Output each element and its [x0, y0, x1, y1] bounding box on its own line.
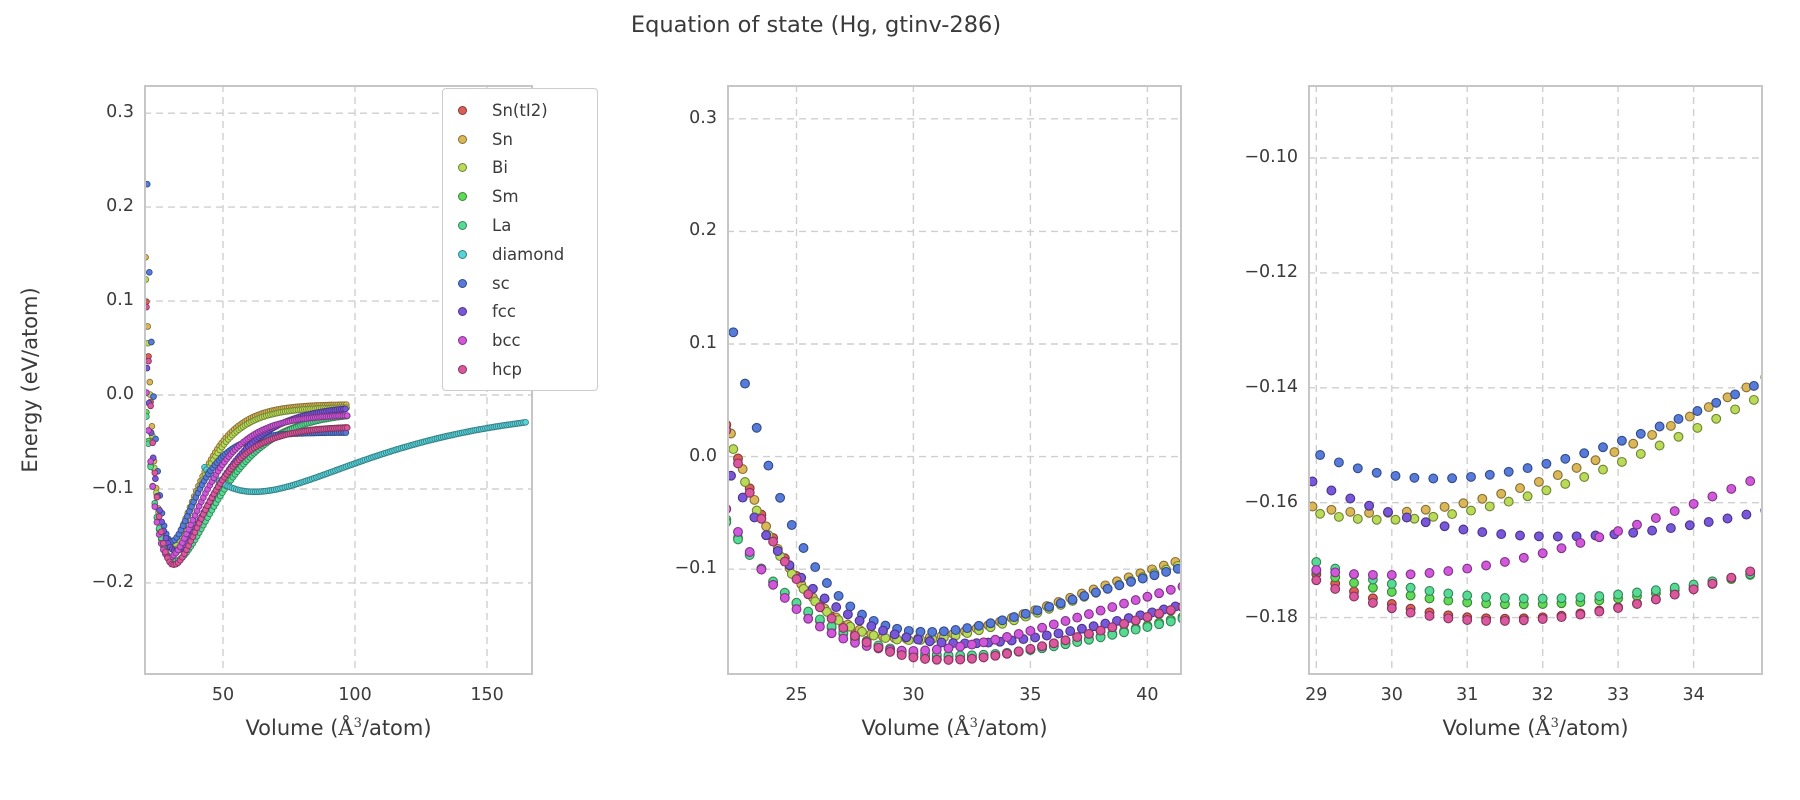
- series-Sn: [144, 253, 350, 551]
- x-tick-label: 25: [785, 685, 808, 705]
- y-tick-label: 0.3: [106, 102, 134, 123]
- legend-item-Sn: Sn: [443, 125, 597, 154]
- y-tick-label: 0.2: [689, 220, 717, 241]
- x-axis-label: Volume (Å3/atom): [861, 716, 1048, 740]
- panel-minimum-zoom: [1308, 85, 1763, 675]
- y-tick-label: 0.0: [689, 445, 717, 466]
- legend-marker-icon: [458, 278, 467, 288]
- legend-item-La: La: [443, 211, 597, 240]
- gridlines: [1308, 85, 1763, 675]
- legend-item-SntI2: Sn(tI2): [443, 96, 597, 125]
- x-tick-label: 34: [1682, 685, 1705, 705]
- y-tick-label: 0.2: [106, 196, 134, 217]
- y-tick-label: 0.1: [689, 332, 717, 353]
- legend-item-Sm: Sm: [443, 182, 597, 211]
- axes-spines: [1308, 85, 1763, 675]
- legend-item-sc: sc: [443, 269, 597, 298]
- legend-label: Bi: [492, 158, 508, 178]
- series-fcc: [1308, 476, 1763, 542]
- legend-marker-icon: [458, 249, 467, 259]
- x-tick-label: 50: [211, 685, 235, 705]
- legend-item-fcc: fcc: [443, 298, 597, 327]
- x-tick-label: 33: [1606, 685, 1630, 705]
- legend-label: La: [492, 216, 512, 236]
- plot-area: [1308, 85, 1763, 675]
- legend-label: sc: [492, 273, 510, 293]
- y-tick-label: 0.3: [689, 107, 717, 128]
- legend-label: Sm: [492, 187, 519, 207]
- legend-marker-icon: [458, 192, 467, 202]
- legend-marker-icon: [458, 336, 467, 346]
- gridlines: [727, 85, 1182, 675]
- legend-marker-icon: [458, 105, 467, 115]
- series-hcp: [144, 303, 351, 569]
- series-Sm: [1311, 565, 1756, 610]
- x-tick-label: 40: [1136, 685, 1159, 705]
- series-bcc: [144, 389, 351, 561]
- x-axis-label: Volume (Å3/atom): [1442, 716, 1629, 740]
- series-fcc: [727, 470, 1181, 649]
- y-tick-label: −0.16: [1244, 491, 1298, 512]
- series-La: [1311, 557, 1756, 604]
- legend-item-bcc: bcc: [443, 326, 597, 355]
- series-SntI2: [1311, 566, 1756, 624]
- legend-item-diamond: diamond: [443, 240, 597, 269]
- legend-marker-icon: [458, 134, 467, 144]
- figure-title: Equation of state (Hg, gtinv-286): [630, 12, 1002, 38]
- legend-marker-icon: [458, 221, 467, 231]
- legend-label: bcc: [492, 331, 521, 351]
- legend-label: diamond: [492, 244, 565, 264]
- panel-full-range: [144, 85, 533, 675]
- panel-mid-zoom: [727, 85, 1182, 675]
- y-tick-label: 0.1: [106, 290, 134, 311]
- x-axis-label: Volume (Å3/atom): [245, 716, 432, 740]
- series-Bi: [1315, 394, 1759, 525]
- legend-item-Bi: Bi: [443, 154, 597, 183]
- y-tick-label: −0.1: [674, 558, 718, 579]
- legend-marker-icon: [458, 365, 467, 375]
- series-sc: [1315, 380, 1759, 484]
- legend: Sn(tI2) Sn Bi Sm La diamond sc fcc bcc hcp: [442, 88, 598, 391]
- legend-marker-icon: [458, 163, 467, 173]
- x-tick-label: 35: [1019, 685, 1042, 705]
- x-tick-label: 29: [1305, 685, 1328, 705]
- y-tick-label: −0.14: [1244, 376, 1298, 397]
- series-Sn: [1308, 372, 1763, 518]
- series-bcc: [727, 504, 1182, 656]
- series-sc: [728, 327, 1182, 637]
- series-hcp: [1311, 566, 1756, 626]
- x-tick-label: 100: [338, 685, 372, 705]
- legend-label: hcp: [492, 360, 523, 380]
- legend-label: fcc: [492, 302, 516, 322]
- legend-label: Sn: [492, 129, 513, 149]
- plot-area: [144, 85, 533, 675]
- y-tick-label: −0.2: [91, 571, 135, 592]
- x-tick-label: 32: [1531, 685, 1554, 705]
- axes-spines: [727, 85, 1182, 675]
- x-tick-label: 150: [470, 685, 504, 705]
- legend-item-hcp: hcp: [443, 355, 597, 384]
- plot-area: [727, 85, 1182, 675]
- y-tick-label: −0.1: [91, 477, 135, 498]
- y-tick-label: 0.0: [106, 384, 134, 405]
- y-tick-label: −0.12: [1244, 261, 1298, 282]
- y-tick-label: −0.18: [1244, 606, 1298, 627]
- y-axis-label: Energy (eV/atom): [18, 287, 42, 473]
- x-tick-label: 31: [1456, 685, 1479, 705]
- y-tick-label: −0.10: [1244, 146, 1298, 167]
- legend-label: Sn(tI2): [492, 100, 548, 120]
- series-diamond: [201, 418, 529, 496]
- x-tick-label: 30: [1380, 685, 1403, 705]
- x-tick-label: 30: [902, 685, 925, 705]
- legend-marker-icon: [458, 307, 467, 317]
- series-bcc: [1311, 476, 1756, 580]
